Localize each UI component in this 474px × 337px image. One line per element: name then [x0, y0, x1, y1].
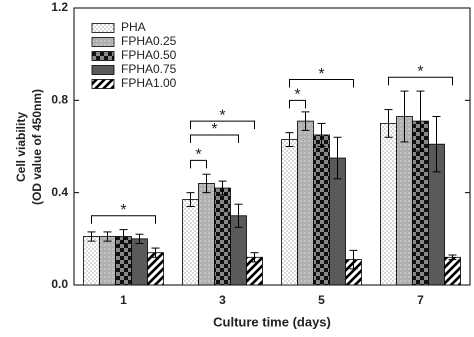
annotation: * — [195, 147, 201, 164]
annotation: * — [211, 121, 217, 138]
error-bar — [151, 247, 160, 258]
legend-label: PHA — [121, 20, 146, 34]
error-bar — [218, 180, 227, 196]
error-bar — [135, 233, 144, 244]
y-tick-label: 0.4 — [51, 185, 68, 199]
x-tick-label: 5 — [318, 293, 325, 307]
error-bar — [234, 203, 243, 228]
legend-label: FPHA0.50 — [121, 48, 177, 62]
bar — [444, 256, 461, 286]
error-bar — [448, 254, 457, 261]
bar — [99, 236, 116, 286]
bar — [380, 123, 397, 286]
legend-label: FPHA0.25 — [121, 34, 177, 48]
error-bar — [285, 132, 294, 147]
bar — [83, 236, 100, 286]
plot-frame — [73, 7, 471, 286]
legend-label: FPHA1.00 — [121, 76, 177, 90]
annotation: * — [318, 66, 324, 83]
significance-bracket — [190, 159, 207, 169]
error-bar — [301, 111, 310, 131]
error-bar — [333, 136, 342, 180]
significance-bracket — [91, 215, 156, 224]
annotation: * — [219, 107, 225, 124]
bar — [281, 139, 298, 286]
significance-bracket — [388, 76, 453, 86]
error-bar — [384, 109, 393, 138]
y-tick-label: 0.0 — [51, 277, 68, 291]
error-bar — [250, 252, 259, 263]
legend-swatch — [91, 79, 115, 89]
x-tick-label: 3 — [219, 293, 226, 307]
legend-swatch — [91, 23, 115, 33]
error-bar — [119, 229, 128, 244]
error-bar — [432, 115, 441, 173]
significance-bracket — [289, 79, 354, 88]
legend-swatch — [91, 65, 115, 75]
legend-swatch — [91, 51, 115, 61]
error-bar — [317, 122, 326, 147]
y-tick-label: 1.2 — [51, 0, 68, 14]
legend-swatch — [91, 37, 115, 47]
annotation: * — [294, 87, 300, 104]
bar — [297, 120, 314, 286]
x-tick-label: 1 — [120, 293, 127, 307]
significance-bracket — [190, 120, 255, 130]
bar — [214, 187, 231, 286]
bar — [131, 238, 148, 286]
error-bar — [416, 90, 425, 152]
error-bar — [202, 173, 211, 194]
bar — [313, 134, 330, 286]
error-bar — [400, 90, 409, 143]
annotation: * — [417, 63, 423, 80]
error-bar — [349, 249, 358, 270]
x-tick-label: 7 — [417, 293, 424, 307]
legend-label: FPHA0.75 — [121, 62, 177, 76]
significance-bracket — [190, 134, 239, 143]
bar — [198, 183, 215, 286]
error-bar — [103, 231, 112, 242]
y-axis-label: Cell viability — [14, 112, 28, 182]
annotation: * — [120, 202, 126, 219]
error-bar — [186, 192, 195, 208]
error-bar — [87, 231, 96, 242]
significance-bracket — [289, 99, 306, 109]
y-axis-label: (OD value of 450nm) — [30, 89, 44, 205]
bar — [182, 199, 199, 286]
x-axis-label: Culture time (days) — [213, 314, 331, 329]
y-tick-label: 0.8 — [51, 93, 68, 107]
